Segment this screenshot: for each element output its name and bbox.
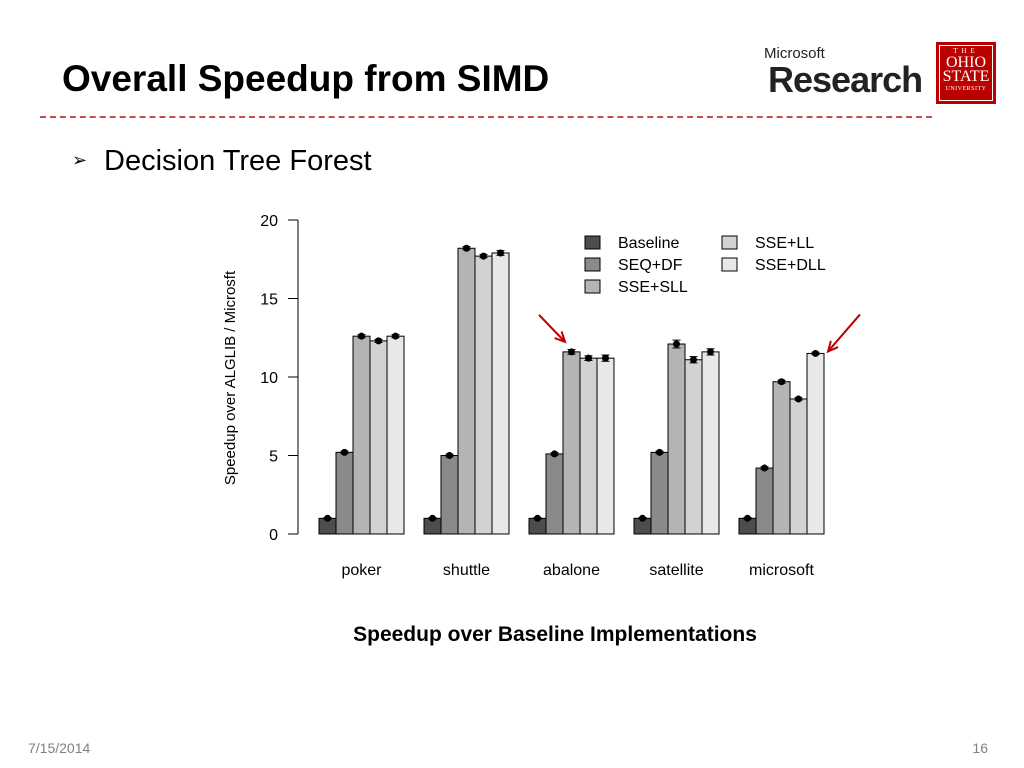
point-abalone-Baseline xyxy=(534,514,541,522)
point-microsoft-SSE+SLL xyxy=(778,378,785,386)
bar-shuttle-SEQ+DF xyxy=(440,455,459,535)
bar-poker-SSE+SLL xyxy=(352,335,371,535)
bar-shuttle-SSE+SLL xyxy=(457,247,476,535)
point-microsoft-SSE+LL xyxy=(795,395,802,403)
y-axis-label: Speedup over ALGLIB / Microsft xyxy=(222,270,239,485)
y-tick-label-15: 15 xyxy=(260,292,278,309)
bar-abalone-SSE+LL xyxy=(579,357,598,535)
point-poker-Baseline xyxy=(324,514,331,522)
point-abalone-SSE+SLL xyxy=(568,348,575,356)
bar-microsoft-SSE+LL xyxy=(789,398,808,535)
point-shuttle-Baseline xyxy=(429,514,436,522)
legend-swatch-SSE+LL xyxy=(721,235,738,250)
annotation-arrowhead-1 xyxy=(554,331,567,344)
page-number: 16 xyxy=(972,740,988,756)
x-tick-label-poker: poker xyxy=(341,562,382,579)
point-shuttle-SSE+LL xyxy=(480,252,487,260)
y-tick-label-10: 10 xyxy=(260,370,278,387)
point-poker-SEQ+DF xyxy=(341,448,348,456)
legend-swatch-SSE+DLL xyxy=(721,257,738,272)
bar-satellite-SSE+SLL xyxy=(667,343,686,535)
ohio-state-logo-the: THE xyxy=(953,47,979,55)
point-satellite-SSE+DLL xyxy=(707,348,714,356)
legend-label-SSE+SLL: SSE+SLL xyxy=(618,279,688,296)
bar-microsoft-SSE+SLL xyxy=(772,381,791,535)
y-tick-label-20: 20 xyxy=(260,213,278,230)
legend-swatch-SSE+SLL xyxy=(584,279,601,294)
y-tick-label-0: 0 xyxy=(269,527,278,544)
bar-abalone-SSE+DLL xyxy=(596,357,615,535)
point-satellite-SSE+SLL xyxy=(673,340,680,348)
slide-title: Overall Speedup from SIMD xyxy=(62,58,550,99)
ohio-state-logo: THE OHIO STATE UNIVERSITY xyxy=(936,42,996,104)
bullet-arrow-icon: ➢ xyxy=(72,150,88,170)
point-abalone-SSE+LL xyxy=(585,354,592,362)
ohio-state-logo-name: OHIO STATE xyxy=(942,54,990,85)
y-tick-label-5: 5 xyxy=(269,449,278,466)
point-satellite-SSE+LL xyxy=(690,356,697,364)
point-poker-SSE+LL xyxy=(375,337,382,345)
legend-label-Baseline: Baseline xyxy=(618,235,679,252)
bar-satellite-SEQ+DF xyxy=(650,451,669,535)
bar-poker-SSE+DLL xyxy=(386,335,405,535)
bar-microsoft-SSE+DLL xyxy=(806,352,825,535)
bar-poker-SEQ+DF xyxy=(335,451,354,535)
bar-satellite-SSE+LL xyxy=(684,359,703,535)
point-microsoft-Baseline xyxy=(744,514,751,522)
legend-label-SSE+DLL: SSE+DLL xyxy=(755,257,826,274)
microsoft-logo-brand: Microsoft xyxy=(764,45,825,62)
bar-satellite-SSE+DLL xyxy=(701,351,720,535)
point-abalone-SSE+DLL xyxy=(602,354,609,362)
legend-swatch-Baseline xyxy=(584,235,601,250)
point-shuttle-SSE+DLL xyxy=(497,249,504,257)
point-microsoft-SSE+DLL xyxy=(812,349,819,357)
annotation-arrowhead-2 xyxy=(826,340,839,354)
point-shuttle-SSE+SLL xyxy=(463,244,470,252)
bar-poker-SSE+LL xyxy=(369,340,388,535)
bullet-item: ➢ Decision Tree Forest xyxy=(72,145,372,178)
chart-caption: Speedup over Baseline Implementations xyxy=(353,623,757,646)
bar-shuttle-SSE+LL xyxy=(474,255,493,535)
ohio-state-logo-university: UNIVERSITY xyxy=(945,86,987,92)
point-abalone-SEQ+DF xyxy=(551,450,558,458)
x-tick-label-satellite: satellite xyxy=(649,562,703,579)
annotation-arrow-1 xyxy=(538,314,566,343)
microsoft-logo-division: Research xyxy=(768,59,923,100)
legend-label-SEQ+DF: SEQ+DF xyxy=(618,257,683,274)
bar-microsoft-SEQ+DF xyxy=(755,467,774,535)
point-poker-SSE+SLL xyxy=(358,332,365,340)
footer-date: 7/15/2014 xyxy=(28,740,91,756)
annotation-arrow-2 xyxy=(827,313,861,353)
bullet-text: Decision Tree Forest xyxy=(104,145,372,177)
bar-abalone-SSE+SLL xyxy=(562,351,581,535)
point-satellite-SEQ+DF xyxy=(656,448,663,456)
bar-shuttle-SSE+DLL xyxy=(491,252,510,535)
x-tick-label-shuttle: shuttle xyxy=(443,562,490,579)
point-poker-SSE+DLL xyxy=(392,332,399,340)
microsoft-research-logo: Microsoft Research xyxy=(762,44,928,100)
x-tick-label-abalone: abalone xyxy=(543,562,600,579)
x-tick-label-microsoft: microsoft xyxy=(749,562,814,579)
legend-label-SSE+LL: SSE+LL xyxy=(755,235,814,252)
point-microsoft-SEQ+DF xyxy=(761,464,768,472)
bar-abalone-SEQ+DF xyxy=(545,453,564,535)
point-shuttle-SEQ+DF xyxy=(446,452,453,459)
legend-swatch-SEQ+DF xyxy=(584,257,601,272)
title-divider xyxy=(40,116,932,118)
point-satellite-Baseline xyxy=(639,514,646,522)
